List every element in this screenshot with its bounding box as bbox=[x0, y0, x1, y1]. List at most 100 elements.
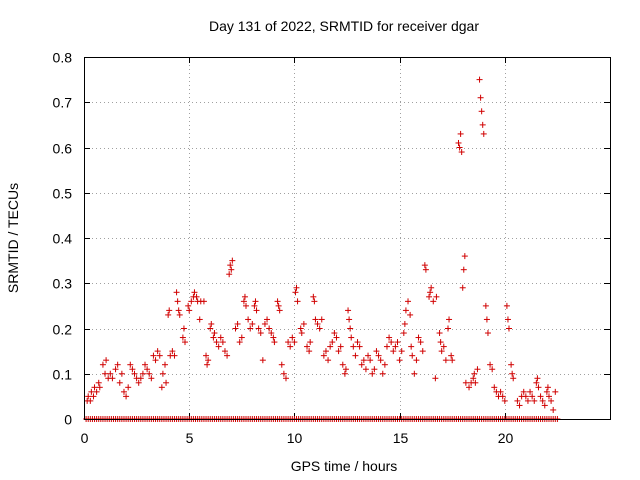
data-point bbox=[499, 393, 506, 400]
data-point bbox=[470, 375, 477, 382]
data-point bbox=[310, 293, 317, 300]
data-point bbox=[458, 149, 465, 156]
data-point bbox=[210, 334, 217, 341]
data-point bbox=[270, 334, 277, 341]
data-point bbox=[181, 339, 188, 346]
data-point bbox=[93, 388, 100, 395]
data-point bbox=[440, 343, 447, 350]
data-point bbox=[125, 384, 132, 391]
x-tick-label: 0 bbox=[81, 430, 89, 446]
data-point bbox=[448, 352, 455, 359]
data-point bbox=[234, 320, 241, 327]
data-point bbox=[103, 357, 110, 364]
data-point bbox=[371, 366, 378, 373]
data-point bbox=[148, 375, 155, 382]
data-point bbox=[379, 370, 386, 377]
data-point bbox=[306, 348, 313, 355]
data-point bbox=[137, 375, 144, 382]
y-tick-label: 0.6 bbox=[53, 141, 73, 157]
data-point bbox=[116, 379, 123, 386]
data-point bbox=[264, 316, 271, 323]
data-point bbox=[537, 393, 544, 400]
data-point bbox=[504, 316, 511, 323]
y-tick-label: 0 bbox=[64, 412, 72, 428]
data-point bbox=[139, 370, 146, 377]
data-point bbox=[112, 366, 119, 373]
data-point bbox=[543, 388, 550, 395]
data-point bbox=[478, 108, 485, 115]
plot-frame bbox=[84, 57, 611, 420]
data-point bbox=[278, 361, 285, 368]
data-point bbox=[96, 384, 103, 391]
data-point bbox=[407, 311, 414, 318]
data-point bbox=[476, 76, 483, 83]
y-axis-title: SRMTID / TECUs bbox=[5, 183, 21, 293]
data-point bbox=[271, 339, 278, 346]
data-point bbox=[127, 361, 134, 368]
data-point bbox=[487, 361, 494, 368]
data-point bbox=[462, 379, 469, 386]
data-point bbox=[107, 370, 114, 377]
data-point bbox=[520, 388, 527, 395]
data-point bbox=[365, 352, 372, 359]
data-point bbox=[158, 384, 165, 391]
data-point bbox=[422, 266, 429, 273]
data-point bbox=[207, 325, 214, 332]
data-point bbox=[346, 316, 353, 323]
data-point bbox=[255, 325, 262, 332]
data-point bbox=[446, 316, 453, 323]
x-tick-label: 10 bbox=[287, 430, 303, 446]
data-point bbox=[433, 293, 440, 300]
data-point bbox=[240, 298, 247, 305]
data-point bbox=[144, 366, 151, 373]
data-point bbox=[245, 316, 252, 323]
data-point bbox=[276, 307, 283, 314]
data-point bbox=[152, 357, 159, 364]
data-point bbox=[325, 357, 332, 364]
data-point bbox=[169, 348, 176, 355]
data-point bbox=[430, 298, 437, 305]
data-point bbox=[539, 397, 546, 404]
data-point bbox=[224, 352, 231, 359]
data-point bbox=[509, 370, 516, 377]
data-point bbox=[322, 348, 329, 355]
data-point bbox=[347, 325, 354, 332]
data-point bbox=[191, 289, 198, 296]
y-tick-label: 0.4 bbox=[53, 231, 73, 247]
data-point bbox=[491, 384, 498, 391]
data-point bbox=[211, 330, 218, 337]
data-point bbox=[114, 361, 121, 368]
x-tick-label: 20 bbox=[498, 430, 514, 446]
data-point bbox=[428, 284, 435, 291]
data-point bbox=[373, 348, 380, 355]
data-point bbox=[358, 361, 365, 368]
data-point bbox=[131, 370, 138, 377]
data-point bbox=[274, 298, 281, 305]
data-point bbox=[413, 357, 420, 364]
data-point bbox=[174, 298, 181, 305]
data-point bbox=[109, 375, 116, 382]
data-point bbox=[375, 352, 382, 359]
data-point bbox=[437, 339, 444, 346]
data-point bbox=[362, 366, 369, 373]
data-point bbox=[261, 320, 268, 327]
data-point bbox=[99, 361, 106, 368]
data-point bbox=[337, 343, 344, 350]
data-point bbox=[402, 307, 409, 314]
data-point bbox=[91, 384, 98, 391]
data-point bbox=[501, 397, 508, 404]
data-point bbox=[472, 379, 479, 386]
data-point bbox=[497, 388, 504, 395]
data-point bbox=[307, 339, 314, 346]
data-point bbox=[457, 130, 464, 137]
data-point bbox=[483, 316, 490, 323]
data-point bbox=[426, 293, 433, 300]
y-tick-label: 0.2 bbox=[53, 322, 73, 338]
chart-title: Day 131 of 2022, SRMTID for receiver dga… bbox=[209, 18, 479, 34]
data-point bbox=[298, 330, 305, 337]
data-point bbox=[381, 361, 388, 368]
data-point bbox=[531, 397, 538, 404]
data-point bbox=[341, 370, 348, 377]
data-point bbox=[522, 393, 529, 400]
